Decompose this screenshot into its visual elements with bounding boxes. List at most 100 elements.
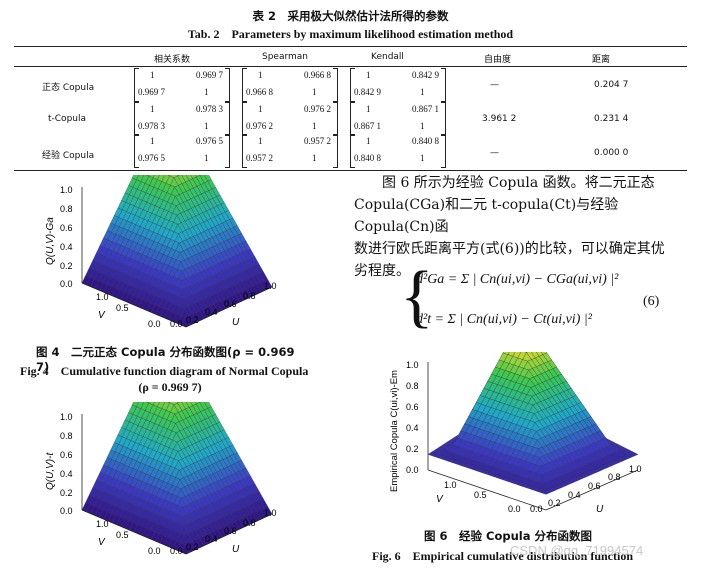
svg-text:0.2: 0.2 — [406, 444, 419, 454]
svg-text:0.6: 0.6 — [60, 450, 73, 460]
header-distance: 距离 — [592, 55, 611, 65]
svg-text:1.0: 1.0 — [264, 281, 277, 291]
matrix-spearman-t: 1 0.976 2 0.976 2 1 — [242, 102, 338, 136]
u-axis-label: U — [232, 317, 240, 328]
header-dof: 自由度 — [484, 55, 512, 65]
svg-text:0.6: 0.6 — [60, 223, 73, 233]
svg-text:0.5: 0.5 — [116, 303, 129, 313]
header-kendall: Kendall — [371, 52, 404, 62]
svg-text:0.2: 0.2 — [186, 542, 199, 552]
svg-text:1.0: 1.0 — [444, 480, 457, 490]
dof-normal: — — [490, 80, 499, 90]
svg-text:0.4: 0.4 — [406, 423, 419, 433]
svg-text:0.8: 0.8 — [243, 518, 256, 528]
svg-text:0.2: 0.2 — [60, 261, 73, 271]
equation-line-2: d²t = Σ | Cn(ui,vi) − Ct(ui,vi) |² — [416, 312, 592, 327]
distance-t: 0.231 4 — [594, 114, 629, 124]
table-header-rule — [14, 66, 687, 67]
svg-text:0.6: 0.6 — [224, 299, 237, 309]
svg-text:0.0: 0.0 — [60, 506, 73, 516]
svg-text:0.0: 0.0 — [508, 504, 521, 514]
matrix-pearson-t: 1 0.978 3 0.978 3 1 — [134, 102, 230, 136]
body-line-1: 图 6 所示为经验 Copula 函数。将二元正态 — [382, 175, 655, 191]
u-axis-label: U — [596, 504, 604, 515]
equation-number: (6) — [643, 294, 660, 309]
svg-text:0.0: 0.0 — [406, 465, 419, 475]
svg-text:0.0: 0.0 — [170, 546, 183, 556]
figure-4-plot: Q(U,V)-Ga 1.0 0.8 0.6 0.4 0.2 0.0 1.0 0.… — [45, 175, 277, 329]
svg-text:1.0: 1.0 — [96, 292, 109, 302]
matrix-pearson-empirical: 1 0.976 5 0.976 5 1 — [134, 134, 230, 168]
z-axis-label: Empirical Copula C(ui,vi)-Em — [389, 370, 400, 492]
svg-text:0.4: 0.4 — [568, 490, 581, 500]
header-correlation: 相关系数 — [154, 55, 191, 65]
svg-text:0.5: 0.5 — [474, 490, 487, 500]
figure-5-plot: Q(U,V)-t 1.0 0.8 0.6 0.4 0.2 0.0 1.0 0.5… — [45, 402, 277, 556]
svg-text:0.8: 0.8 — [60, 431, 73, 441]
row-label-t: t-Copula — [48, 114, 86, 124]
svg-text:1.0: 1.0 — [406, 360, 419, 370]
surface-patch — [540, 490, 551, 495]
figure-6-caption-cn: 图 6 经验 Copula 分布函数图 — [424, 529, 592, 543]
table-title-cn: 表 2 采用极大似然估计法所得的参数 — [252, 9, 449, 23]
svg-text:1.0: 1.0 — [60, 185, 73, 195]
svg-text:0.5: 0.5 — [116, 530, 129, 540]
equation-line-1: d²Ga = Σ | Cn(ui,vi) − CGa(ui,vi) |² — [416, 272, 619, 287]
v-axis-label: V — [98, 537, 106, 548]
svg-text:0.2: 0.2 — [548, 498, 561, 508]
svg-text:1.0: 1.0 — [60, 412, 73, 422]
svg-text:0.8: 0.8 — [608, 472, 621, 482]
v-axis-label: V — [98, 310, 106, 321]
table-title-en: Tab. 2 Parameters by maximum likelihood … — [187, 27, 514, 41]
svg-text:0.4: 0.4 — [60, 242, 73, 252]
svg-text:1.0: 1.0 — [96, 519, 109, 529]
svg-text:0.4: 0.4 — [60, 469, 73, 479]
distance-empirical: 0.000 0 — [594, 148, 629, 158]
svg-text:0.0: 0.0 — [170, 319, 183, 329]
svg-text:0.0: 0.0 — [148, 319, 161, 329]
svg-text:0.8: 0.8 — [243, 291, 256, 301]
table-bottom-rule — [14, 170, 687, 171]
matrix-kendall-empirical: 1 0.840 8 0.840 8 1 — [350, 134, 446, 168]
figure-4-caption-en: Fig. 4 Cumulative function diagram of No… — [20, 364, 309, 378]
svg-text:0.2: 0.2 — [186, 315, 199, 325]
svg-text:0.0: 0.0 — [148, 546, 161, 556]
figure-6-plot: Empirical Copula C(ui,vi)-Em 1.0 0.8 0.6… — [389, 352, 642, 515]
figure-4-caption-en-rho: (ρ = 0.969 7) — [138, 380, 202, 394]
svg-text:0.4: 0.4 — [205, 307, 218, 317]
body-line-2: Copula(CGa)和二元 t-copula(Ct)与经验 Copula(Cn… — [354, 197, 619, 235]
body-line-3: 数进行欧氏距离平方(式(6))的比较，可以确定其优 — [354, 241, 665, 257]
table-top-rule — [14, 46, 687, 47]
svg-text:0.6: 0.6 — [224, 526, 237, 536]
header-spearman: Spearman — [262, 52, 309, 62]
figure-6-caption-en: Fig. 6 Empirical cumulative distribution… — [372, 549, 634, 563]
svg-text:0.6: 0.6 — [588, 481, 601, 491]
svg-text:0.2: 0.2 — [60, 488, 73, 498]
matrix-spearman-normal: 1 0.966 8 0.966 8 1 — [242, 68, 338, 102]
z-axis-label: Q(U,V)-Ga — [45, 217, 56, 265]
matrix-kendall-t: 1 0.867 1 0.867 1 1 — [350, 102, 446, 136]
svg-text:1.0: 1.0 — [629, 464, 642, 474]
row-label-normal: 正态 Copula — [42, 83, 95, 93]
svg-text:0.0: 0.0 — [530, 504, 543, 514]
v-axis-label: V — [436, 494, 444, 505]
u-axis-label: U — [232, 544, 240, 555]
body-paragraph: 图 6 所示为经验 Copula 函数。将二元正态 Copula(CGa)和二元… — [354, 172, 694, 282]
equation-brace: { — [400, 258, 434, 335]
matrix-pearson-normal: 1 0.969 7 0.969 7 1 — [134, 68, 230, 102]
svg-text:1.0: 1.0 — [264, 508, 277, 518]
row-label-empirical: 经验 Copula — [42, 151, 95, 161]
svg-text:0.0: 0.0 — [60, 279, 73, 289]
figure-4-caption-cn: 图 4 二元正态 Copula 分布函数图(ρ = 0.969 7) — [36, 345, 295, 374]
matrix-kendall-normal: 1 0.842 9 0.842 9 1 — [350, 68, 446, 102]
svg-text:0.8: 0.8 — [60, 204, 73, 214]
svg-text:0.6: 0.6 — [406, 402, 419, 412]
body-line-4: 劣程度。 — [354, 263, 410, 279]
svg-text:0.8: 0.8 — [406, 381, 419, 391]
dof-empirical: — — [490, 148, 499, 158]
svg-text:0.4: 0.4 — [205, 534, 218, 544]
dof-t: 3.961 2 — [482, 114, 517, 124]
watermark: CSDN @qq_71994574 — [510, 543, 644, 558]
distance-normal: 0.204 7 — [594, 80, 629, 90]
matrix-spearman-empirical: 1 0.957 2 0.957 2 1 — [242, 134, 338, 168]
